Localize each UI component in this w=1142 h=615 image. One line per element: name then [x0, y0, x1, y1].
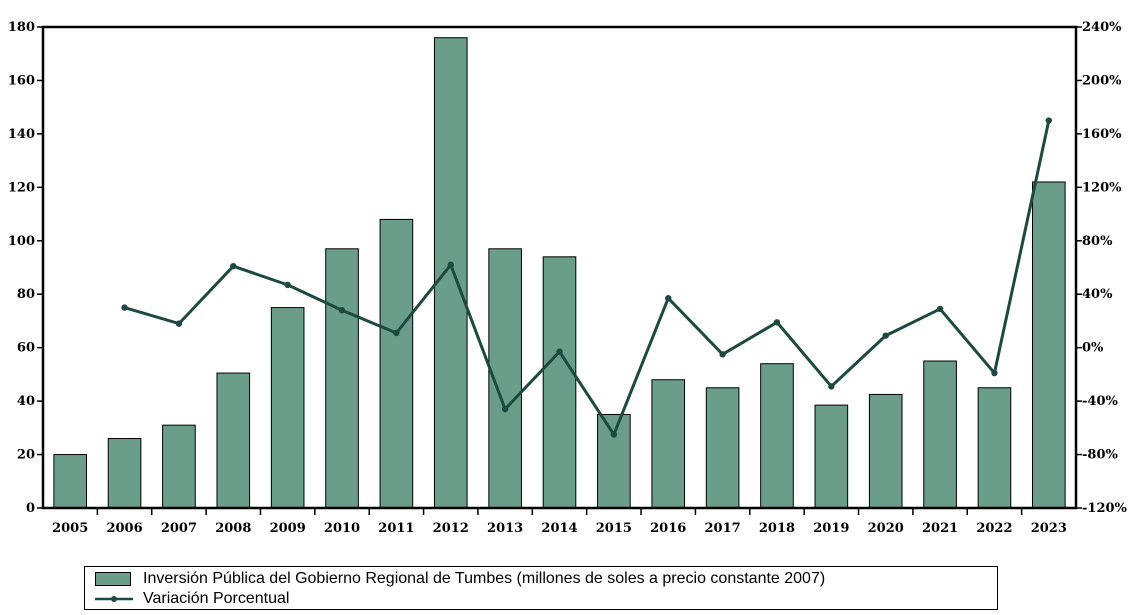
x-tick-label: 2018 [759, 521, 795, 536]
x-tick-label: 2015 [596, 521, 632, 536]
variation-point-2021 [936, 305, 944, 313]
x-tick-label: 2020 [868, 521, 904, 536]
variation-point-2007 [175, 320, 183, 327]
left-tick-label: 60 [17, 341, 35, 356]
bar-2015 [597, 413, 631, 509]
left-tick-label: 20 [17, 448, 35, 463]
line-series-group [121, 117, 1053, 438]
bar-2005 [53, 454, 87, 509]
variation-point-2014 [556, 348, 563, 355]
variation-point-2020 [882, 332, 889, 339]
x-tick-label: 2023 [1031, 521, 1067, 536]
variation-point-2015 [610, 431, 618, 438]
bar-2022 [977, 387, 1012, 509]
chart-svg: 0 20 40 60 80 100 120 140 160 180 -120% -80% -40% 0% 4… [8, 20, 1128, 536]
variation-point-2016 [665, 295, 672, 302]
variation-point-2013 [501, 405, 509, 413]
bar-2011 [379, 218, 414, 509]
left-tick-label: 180 [8, 20, 35, 35]
left-tick-label: 100 [8, 234, 35, 249]
left-tick-label: 160 [8, 73, 35, 88]
variation-point-2018 [773, 319, 781, 326]
x-tick-label: 2011 [378, 521, 414, 536]
bar-2017 [705, 387, 740, 509]
bar-group [53, 37, 1066, 509]
left-tick-label: 0 [26, 501, 35, 516]
variation-point-2009 [284, 281, 291, 289]
bar-2018 [760, 363, 794, 509]
legend-label-investment: Inversión Pública del Gobierno Regional … [143, 570, 826, 587]
bar-2008 [216, 372, 251, 509]
variation-point-2011 [393, 329, 400, 337]
x-tick-label: 2016 [650, 521, 686, 536]
right-tick-label: 120% [1082, 180, 1122, 195]
x-tick-label: 2005 [52, 521, 88, 536]
variation-point-2017 [719, 351, 726, 358]
x-tick-label: 2006 [106, 521, 142, 536]
variation-line [124, 120, 1051, 437]
bar-2010 [325, 248, 359, 509]
legend-label-variation: Variación Porcentual [143, 590, 290, 607]
axes-group [37, 25, 1082, 515]
variation-point-2006 [121, 304, 128, 311]
bar-2012 [433, 37, 468, 509]
variation-point-2022 [991, 369, 998, 377]
left-tick-label: 40 [17, 394, 35, 409]
x-tick-label: 2010 [324, 521, 360, 536]
legend-line-swatch [95, 596, 133, 602]
bar-2006 [107, 438, 142, 509]
bar-2019 [814, 404, 849, 509]
left-tick-label: 80 [17, 287, 35, 302]
right-tick-label: 200% [1082, 73, 1122, 88]
bar-2014 [542, 256, 577, 509]
right-tick-label: 240% [1082, 20, 1122, 35]
variation-point-2010 [338, 307, 346, 314]
right-tick-label: 80% [1082, 234, 1113, 249]
right-tick-label: 0% [1082, 341, 1104, 356]
x-tick-label: 2007 [161, 521, 197, 536]
bar-2009 [270, 307, 305, 509]
left-tick-label: 120 [8, 180, 35, 195]
plot-frame [41, 25, 1078, 510]
x-tick-label: 2017 [705, 521, 741, 536]
right-tick-label: 160% [1082, 127, 1122, 142]
bar-2007 [162, 424, 196, 509]
variation-point-2023 [1045, 117, 1053, 124]
x-tick-label: 2013 [487, 521, 523, 536]
variation-point-2012 [447, 261, 454, 269]
variation-point-2008 [230, 262, 237, 270]
right-tick-label: 40% [1082, 287, 1113, 302]
legend-item-investment: Inversión Pública del Gobierno Regional … [95, 569, 825, 589]
legend-item-variation: Variación Porcentual [95, 589, 289, 609]
bar-2020 [868, 393, 903, 509]
legend: Inversión Pública del Gobierno Regional … [84, 566, 998, 610]
right-tick-label: -120% [1082, 501, 1128, 516]
right-tick-label: -40% [1082, 394, 1118, 409]
bar-2023 [1032, 181, 1066, 509]
variation-point-2019 [828, 383, 835, 390]
x-tick-label: 2014 [541, 521, 577, 536]
legend-bar-swatch [95, 572, 131, 586]
tick-labels-group: 0 20 40 60 80 100 120 140 160 180 -120% -80% -40% 0% 4… [8, 20, 1128, 536]
x-tick-label: 2012 [433, 521, 469, 536]
left-tick-label: 140 [8, 127, 35, 142]
x-tick-label: 2009 [270, 521, 306, 536]
right-tick-label: -80% [1082, 448, 1118, 463]
x-tick-label: 2019 [813, 521, 849, 536]
bar-2016 [651, 379, 686, 509]
x-tick-label: 2008 [215, 521, 251, 536]
x-tick-label: 2022 [976, 521, 1012, 536]
bar-2021 [923, 360, 957, 509]
x-tick-label: 2021 [922, 521, 958, 536]
